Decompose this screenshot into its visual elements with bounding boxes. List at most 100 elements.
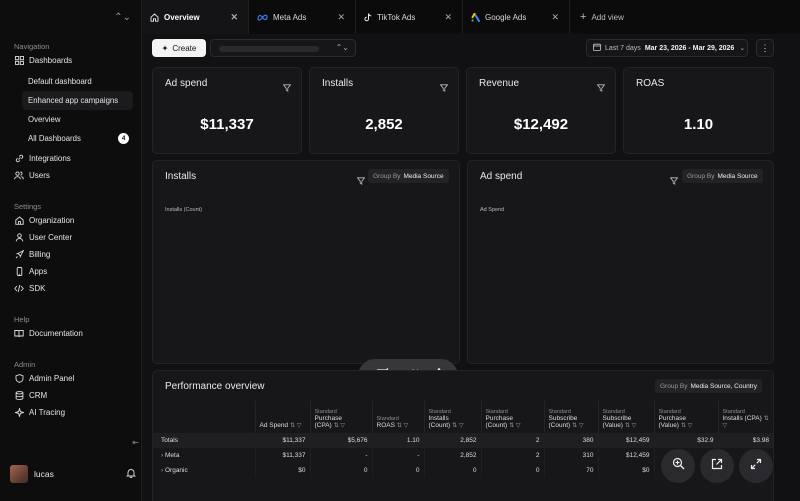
table-title: Performance overview — [165, 381, 265, 392]
kpi-label: ROAS — [636, 78, 665, 89]
row-name: › Organic — [153, 463, 255, 478]
kpi-label: Revenue — [479, 78, 520, 89]
filter-icon[interactable] — [282, 79, 292, 97]
group-by-value: Media Source — [717, 172, 758, 180]
date-range-picker[interactable]: Last 7 days Mar 23, 2026 - Mar 29, 2026 … — [586, 39, 748, 57]
sidebar-sub-label: All Dashboards — [28, 134, 81, 143]
column-header[interactable]: Standard Subscribe (Value) ⇅ ▽ — [597, 401, 654, 433]
filter-icon[interactable] — [596, 79, 606, 97]
sidebar-item-billing[interactable]: Billing — [0, 246, 141, 263]
sidebar-sub-default-dashboard[interactable]: Default dashboard — [28, 77, 92, 86]
sidebar-item-crm[interactable]: CRM — [0, 387, 141, 404]
sidebar-section-navigation: Navigation — [14, 41, 50, 51]
sidebar-sub-enhanced-app-campaigns[interactable]: Enhanced app campaigns — [22, 91, 133, 110]
column-header-label: Purchase (Value) — [658, 415, 686, 429]
collapse-sidebar-icon[interactable]: ⇤ — [132, 438, 139, 447]
sidebar-item-ai-tracing[interactable]: AI Tracing — [0, 404, 141, 421]
sort-filter-icon[interactable]: ⇅ ▽ — [680, 423, 693, 429]
row-name: Totals — [153, 433, 255, 448]
sort-filter-icon[interactable]: ⇅ ▽ — [722, 416, 769, 429]
more-options-button[interactable]: ⋮ — [756, 39, 774, 57]
users-icon — [14, 171, 24, 181]
sidebar-section-admin: Admin — [14, 359, 36, 369]
sidebar-item-admin-panel[interactable]: Admin Panel — [0, 370, 141, 387]
sidebar-item-users[interactable]: Users — [0, 167, 141, 184]
sidebar-item-integrations[interactable]: Integrations — [0, 150, 141, 167]
sidebar-item-dashboards[interactable]: Dashboards — [0, 52, 141, 69]
column-header[interactable]: Standard Subscribe (Count) ⇅ ▽ — [543, 401, 598, 433]
group-by-selector[interactable]: Group By Media Source — [682, 169, 763, 183]
create-button[interactable]: ✦ Create — [152, 39, 206, 57]
sidebar-item-user-center[interactable]: User Center — [0, 229, 141, 246]
zoom-in-button[interactable] — [661, 449, 695, 483]
column-header[interactable]: Standard Purchase (CPA) ⇅ ▽ — [309, 401, 372, 433]
add-view-button[interactable]: + Add view — [580, 11, 624, 23]
expand-row-icon[interactable]: › — [161, 452, 165, 459]
close-icon[interactable]: ✕ — [337, 11, 345, 22]
close-icon[interactable]: ✕ — [551, 11, 559, 22]
column-header-subtitle: Standard — [658, 409, 681, 415]
column-header[interactable]: Standard Installs (CPA) ⇅ ▽ — [717, 401, 773, 433]
sort-filter-icon[interactable]: ⇅ ▽ — [290, 423, 302, 429]
group-by-selector[interactable]: Group By Media Source — [368, 169, 449, 183]
meta-icon — [257, 14, 268, 21]
sort-filter-icon[interactable]: ⇅ ▽ — [509, 423, 521, 429]
user-icon — [14, 233, 24, 243]
column-header-label: Purchase (Count) — [485, 415, 513, 429]
sidebar-header: ⌃⌄ — [0, 0, 141, 34]
sidebar-item-label: AI Tracing — [29, 408, 66, 417]
sidebar-item-label: Integrations — [29, 154, 71, 163]
tab-tiktok-ads[interactable]: TikTok Ads ✕ — [356, 0, 463, 34]
sort-filter-icon[interactable]: ⇅ ▽ — [572, 423, 584, 429]
y-axis-title: Ad Spend — [480, 207, 505, 213]
sidebar-item-organization[interactable]: Organization — [0, 212, 141, 229]
sort-filter-icon[interactable]: ⇅ ▽ — [333, 423, 346, 429]
column-header-subtitle: Standard — [548, 409, 571, 415]
sort-filter-icon[interactable]: ⇅ ▽ — [624, 423, 637, 429]
close-icon[interactable]: ✕ — [230, 11, 238, 22]
column-header-label: Subscribe (Count) — [548, 415, 578, 429]
column-header[interactable]: Standard Purchase (Count) ⇅ ▽ — [480, 401, 544, 433]
kpi-card-roas: ROAS 1.10 — [623, 67, 774, 154]
column-header[interactable]: Standard ROAS ⇅ ▽ — [371, 401, 424, 433]
external-link-icon — [711, 457, 723, 475]
expand-row-icon[interactable]: › — [161, 467, 165, 474]
column-header-subtitle: Standard — [314, 409, 337, 415]
column-header-subtitle: Standard — [602, 409, 625, 415]
toolbar: ✦ Create ⌃⌄ Last 7 days Mar 23, 2026 - M… — [152, 39, 790, 59]
tab-overview[interactable]: Overview ✕ — [142, 0, 249, 34]
sort-filter-icon[interactable]: ⇅ ▽ — [452, 423, 464, 429]
kpi-card-revenue: Revenue $12,492 — [466, 67, 616, 154]
table-header-name — [153, 401, 255, 433]
tab-google-ads[interactable]: Google Ads ✕ — [463, 0, 570, 34]
bell-icon[interactable] — [126, 465, 136, 483]
filter-icon[interactable] — [439, 79, 449, 97]
tiktok-icon — [364, 12, 372, 22]
dashboard-select[interactable]: ⌃⌄ — [210, 39, 356, 57]
user-menu[interactable]: lucas — [10, 465, 136, 483]
workspace-switcher-icon[interactable]: ⌃⌄ — [114, 11, 131, 23]
row-name-label: Organic — [164, 467, 188, 474]
sidebar-item-apps[interactable]: Apps — [0, 263, 141, 280]
column-header[interactable]: Ad Spend ⇅ ▽ — [254, 401, 310, 433]
kpi-label: Ad spend — [165, 78, 208, 89]
group-by-selector[interactable]: Group By Media Source, Country — [655, 379, 762, 393]
table-cell: $32.9 — [653, 433, 718, 448]
open-external-button[interactable] — [700, 449, 734, 483]
close-icon[interactable]: ✕ — [444, 11, 452, 22]
sidebar-sub-all-dashboards[interactable]: All Dashboards 4 — [22, 129, 133, 148]
count-badge: 4 — [118, 133, 129, 144]
tab-meta-ads[interactable]: Meta Ads ✕ — [249, 0, 356, 34]
column-header[interactable]: Standard Purchase (Value) ⇅ ▽ — [653, 401, 718, 433]
sidebar-item-sdk[interactable]: SDK — [0, 280, 141, 297]
sidebar-sub-overview[interactable]: Overview — [28, 115, 61, 124]
kpi-card-ad-spend: Ad spend $11,337 — [152, 67, 302, 154]
sort-filter-icon[interactable]: ⇅ ▽ — [396, 423, 409, 429]
sidebar-section-settings: Settings — [14, 201, 42, 211]
sidebar-item-documentation[interactable]: Documentation — [0, 325, 141, 342]
expand-button[interactable] — [739, 449, 773, 483]
column-header-subtitle: Standard — [722, 409, 745, 415]
book-icon — [14, 329, 24, 339]
column-header[interactable]: Standard Installs (Count) ⇅ ▽ — [423, 401, 481, 433]
tab-label: TikTok Ads — [377, 12, 416, 22]
